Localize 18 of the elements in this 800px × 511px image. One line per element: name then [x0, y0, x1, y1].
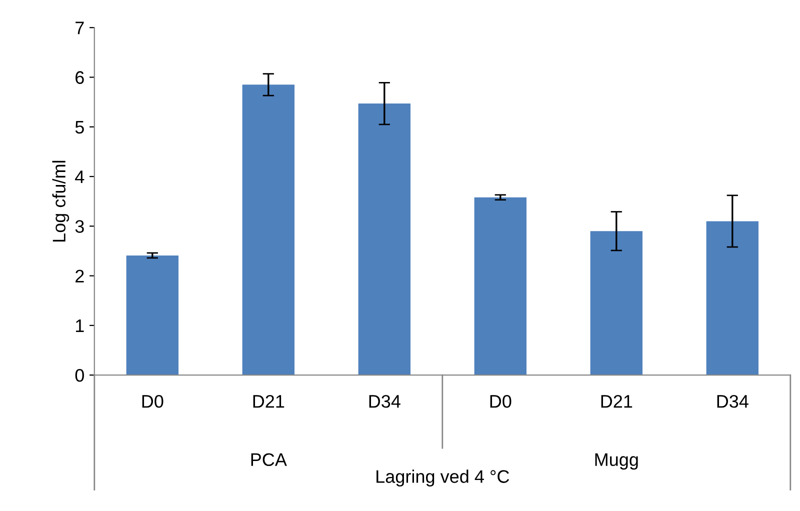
y-tick-label: 5	[75, 120, 84, 134]
text: PCA	[251, 453, 287, 466]
y-tick-label: 6	[76, 71, 84, 84]
y-tick-label: 1	[76, 320, 84, 332]
y-tick-label: 2	[76, 270, 84, 282]
x-tick-label: D21	[601, 394, 632, 408]
x-tick-label: D0	[490, 394, 512, 408]
y-tick-label: 7	[76, 22, 84, 34]
x-axis-title: Lagring ved 4 °C	[376, 470, 510, 487]
y-tick-label: 3	[75, 220, 84, 233]
text: Mugg	[595, 453, 638, 470]
x-tick-label: D21	[253, 394, 284, 408]
x-tick-label: D34	[369, 394, 400, 408]
x-tick-label: D0	[142, 394, 164, 408]
y-axis-title: Log cfu/ml	[52, 160, 70, 242]
y-tick-label: 0	[75, 369, 84, 382]
x-tick-label: D34	[717, 394, 748, 408]
y-tick-label: 4	[75, 170, 84, 184]
